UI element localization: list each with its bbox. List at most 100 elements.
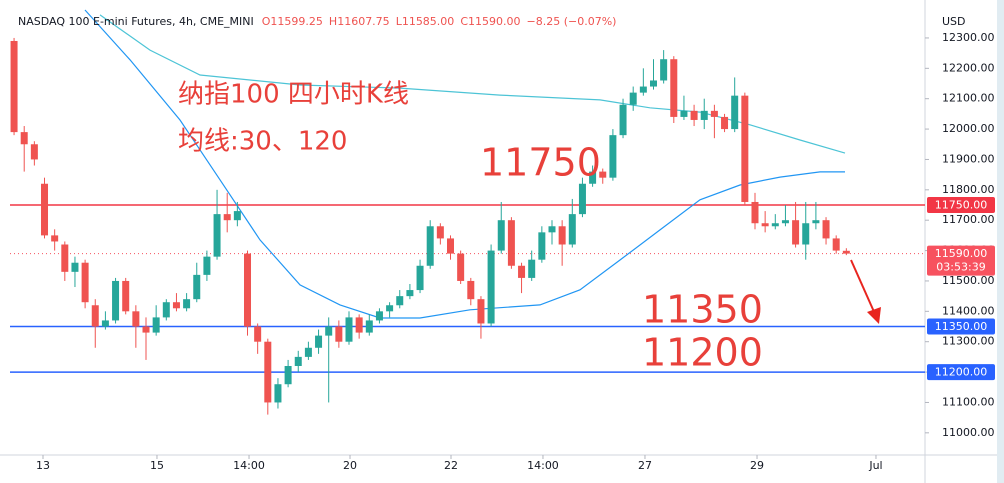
candle-body [132,311,140,327]
candle-body [751,201,759,224]
y-tick-label: 11300.00 [942,335,995,348]
candle-body [162,302,170,318]
ohlc-value: −8.25 (−0.07%) [526,15,616,28]
candle-body [771,223,779,227]
candle-body [670,59,678,117]
frame-edge [997,0,1004,483]
ohlc-value: O11599.25 [262,15,323,28]
y-tick-label: 11500.00 [942,274,995,287]
candle-body [731,95,739,130]
candle-body [457,253,465,281]
ma-line [99,14,846,154]
candle-body [101,320,109,327]
candle-body [548,226,556,233]
ma-line [84,9,845,319]
x-tick-label: 13 [36,459,50,472]
candle-body [426,226,434,266]
candle-body [375,311,383,321]
candle-body [71,262,79,272]
x-tick-label: Jul [868,459,882,472]
candle-body [61,244,69,272]
candle-body [41,183,49,236]
countdown: 03:53:39 [936,261,985,274]
candle-body [152,317,160,333]
candle-body [274,384,282,403]
candle-body [386,305,394,312]
candle-body [254,326,262,342]
annotation: 11350 [642,288,763,332]
candle-body [660,59,668,81]
arrow-shaft [850,259,876,315]
y-tick-label: 11400.00 [942,304,995,317]
candle-body [812,220,820,224]
candle-body [619,104,627,136]
candle-body [761,223,769,227]
candle-body [51,235,59,242]
candle-body [183,299,191,309]
candle-body [122,280,130,312]
annotation: 11200 [642,331,763,375]
candle-body [203,256,211,275]
candle-body [589,171,597,184]
candle-body [497,220,505,251]
y-tick-label: 12100.00 [942,92,995,105]
candle-body [446,238,454,254]
candle-body [10,40,18,133]
candle-body [649,80,657,87]
candle-body [467,280,475,300]
x-tick-label: 14:00 [527,459,559,472]
candle-body [792,220,800,245]
y-tick-label: 12000.00 [942,122,995,135]
candle-body [294,356,302,366]
candle-body [842,250,850,254]
x-tick-label: 27 [638,459,652,472]
arrow-head [867,307,881,324]
candle-body [639,86,647,93]
ohlc-value: H11607.75 [329,15,390,28]
candle-body [558,226,566,245]
candle-body [822,220,830,239]
ohlc-value: C11590.00 [460,15,520,28]
candle-body [365,320,373,333]
level-tag [927,197,995,214]
candle-body [507,220,515,266]
candle-body [355,317,363,333]
candle-body [142,326,150,333]
candle-body [568,214,576,245]
candle-body [325,326,333,336]
ohlc-value: L11585.00 [396,15,455,28]
candle-body [487,250,495,324]
candle-body [578,183,586,215]
candle-body [30,144,38,160]
candle-body [244,253,252,327]
candle-body [416,265,424,291]
last-price-label: 11590.00 [935,247,988,260]
annotation: 11750 [480,141,601,185]
candle-body [304,347,312,357]
y-tick-label: 12200.00 [942,61,995,74]
level-tag-label: 11750.00 [935,199,988,212]
level-tag [927,318,995,335]
candle-body [213,214,221,257]
x-tick-label: 29 [750,459,764,472]
candle-body [477,299,485,324]
candle-body [223,214,231,221]
candle-body [528,259,536,278]
y-tick-label: 11900.00 [942,152,995,165]
candle-body [609,135,617,178]
candle-body [264,341,272,403]
level-tag-label: 11200.00 [935,366,988,379]
candle-body [538,232,546,260]
x-tick-label: 15 [150,459,164,472]
candle-body [91,305,99,327]
candle-body [436,226,444,239]
candle-body [112,280,120,321]
candle-body [721,116,729,130]
candle-body [315,335,323,348]
candle-body [20,132,28,145]
last-price-tag [927,245,995,276]
candle-body [81,262,89,303]
y-tick-label: 11700.00 [942,213,995,226]
candle-body [700,110,708,120]
